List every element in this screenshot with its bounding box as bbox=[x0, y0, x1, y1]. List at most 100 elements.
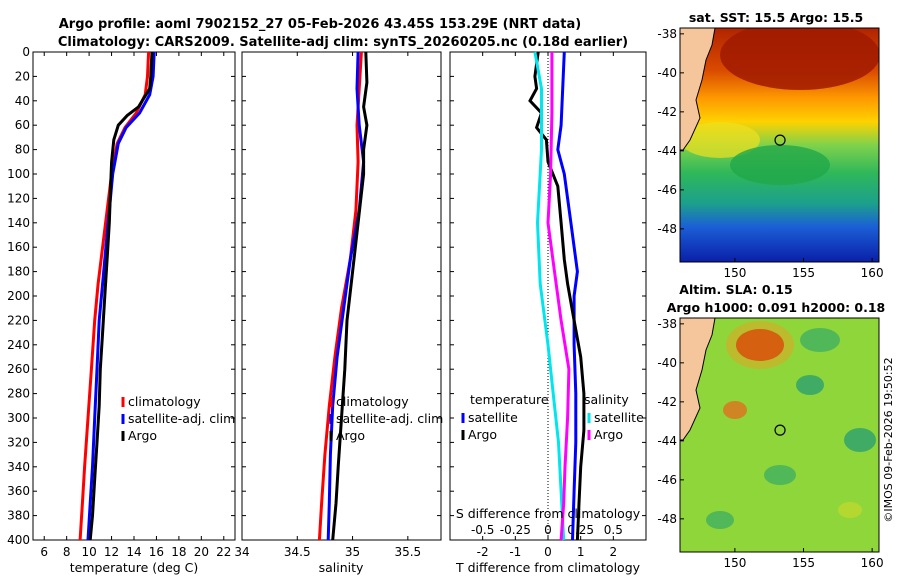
map-lat-label: -48 bbox=[657, 512, 677, 526]
map-lon-label: 155 bbox=[792, 556, 815, 570]
legend-temperature-title: temperature bbox=[470, 392, 549, 407]
depth-tick-label: 360 bbox=[7, 484, 30, 498]
sst-mid-band bbox=[730, 145, 830, 185]
map-lon-label: 160 bbox=[861, 556, 884, 570]
s-difference-tick-label: -0.25 bbox=[500, 523, 531, 537]
salinity-axes-frame bbox=[241, 51, 442, 541]
depth-tick-label: 180 bbox=[7, 265, 30, 279]
series-satellite-adj-clim bbox=[326, 51, 366, 541]
sst-map-ticks: 150 155 160 -38 -40 -42 -44 -46 -48 bbox=[657, 27, 883, 280]
sla-map-frame bbox=[679, 317, 880, 553]
sla-map: 150 155 160 -38 -40 -42 -44 -46 -48 bbox=[657, 317, 883, 570]
depth-tick-label: 260 bbox=[7, 362, 30, 376]
series-climatology bbox=[78, 51, 151, 541]
legend-temperature-satellite-label: satellite bbox=[468, 410, 518, 425]
depth-tick-label: 320 bbox=[7, 435, 30, 449]
depth-tick-label: 120 bbox=[7, 191, 30, 205]
sla-high-halo bbox=[726, 321, 794, 369]
series-argo bbox=[331, 51, 369, 541]
sla-low-anomaly-3 bbox=[844, 428, 876, 452]
series-t-satellite bbox=[556, 51, 579, 541]
series-t-argo bbox=[528, 51, 586, 541]
salinity-xlabel: salinity bbox=[319, 560, 364, 575]
temperature-legend-item-label: satellite-adj. clim bbox=[128, 411, 235, 426]
difference-plot-area: -2 -1 0 1 2-0.5 -0.25 0 0.25 0.5temperaturesatel… bbox=[449, 51, 647, 559]
depth-tick-label: 0 bbox=[22, 45, 30, 59]
temperature-plot-area: 6 8 10 12 14 16 18 20 22020406080100120140160180… bbox=[7, 45, 236, 559]
map-lat-label: -46 bbox=[657, 473, 677, 487]
series-s-argo bbox=[546, 52, 571, 541]
sla-low-anomaly-1 bbox=[800, 328, 840, 352]
sla-low-anomaly-4 bbox=[764, 465, 796, 485]
depth-tick-label: 80 bbox=[15, 143, 30, 157]
series-climatology bbox=[317, 51, 363, 541]
legend-salinity-argo-label: Argo bbox=[594, 427, 623, 442]
depth-tick-label: 220 bbox=[7, 313, 30, 327]
legend-temperature-argo-label: Argo bbox=[468, 427, 497, 442]
depth-tick-label: 160 bbox=[7, 240, 30, 254]
sst-map-title: sat. SST: 15.5 Argo: 15.5 bbox=[689, 10, 863, 25]
sst-warm-tongue bbox=[680, 122, 760, 158]
salinity-plot-area: 34 34.5 35 35.5 climatology satellite-adj. cl… bbox=[234, 51, 443, 559]
difference-xtick-label: 0 bbox=[544, 545, 552, 559]
sst-map: 150 155 160 -38 -40 -42 -44 -46 -48 bbox=[657, 27, 883, 280]
temperature-xtick-label: 16 bbox=[149, 545, 164, 559]
map-lat-label: -46 bbox=[657, 183, 677, 197]
depth-tick-label: 40 bbox=[15, 94, 30, 108]
salinity-legend-item-label: climatology bbox=[336, 394, 409, 409]
temperature-xtick-label: 22 bbox=[216, 545, 231, 559]
temperature-legend-item-label: Argo bbox=[128, 428, 157, 443]
difference-xtick-label: -2 bbox=[477, 545, 489, 559]
sst-argo-position-marker bbox=[774, 134, 786, 146]
s-difference-tick-label: 0.5 bbox=[604, 523, 623, 537]
map-lat-label: -38 bbox=[657, 27, 677, 41]
salinity-xtick-label: 34.5 bbox=[284, 545, 311, 559]
map-lat-label: -42 bbox=[657, 395, 677, 409]
map-lon-label: 160 bbox=[861, 266, 884, 280]
temperature-panel: 6 8 10 12 14 16 18 20 22020406080100120140160180… bbox=[7, 45, 236, 575]
map-lat-label: -42 bbox=[657, 105, 677, 119]
sla-low-anomaly-2 bbox=[796, 375, 824, 395]
sla-argo-position-marker bbox=[774, 424, 786, 436]
temperature-xlabel: temperature (deg C) bbox=[70, 560, 199, 575]
depth-tick-label: 300 bbox=[7, 411, 30, 425]
depth-tick-label: 60 bbox=[15, 118, 30, 132]
depth-tick-label: 400 bbox=[7, 533, 30, 547]
difference-xtick-label: 2 bbox=[610, 545, 618, 559]
legend-salinity-title: salinity bbox=[584, 392, 629, 407]
depth-tick-label: 240 bbox=[7, 338, 30, 352]
map-lat-label: -40 bbox=[657, 66, 677, 80]
s-difference-tick-label: -0.5 bbox=[471, 523, 494, 537]
salinity-xtick-label: 35 bbox=[345, 545, 360, 559]
temperature-xtick-label: 8 bbox=[63, 545, 71, 559]
map-lon-label: 150 bbox=[723, 266, 746, 280]
map-lat-label: -48 bbox=[657, 222, 677, 236]
depth-tick-label: 280 bbox=[7, 387, 30, 401]
difference-xlabel: T difference from climatology bbox=[455, 560, 641, 575]
sla-land-tasmania bbox=[680, 318, 716, 441]
sla-high-anomaly-2 bbox=[723, 401, 747, 419]
temperature-xtick-label: 14 bbox=[126, 545, 141, 559]
depth-tick-label: 340 bbox=[7, 460, 30, 474]
difference-panel: -2 -1 0 1 2-0.5 -0.25 0 0.25 0.5temperaturesatel… bbox=[449, 51, 647, 575]
depth-tick-label: 380 bbox=[7, 509, 30, 523]
depth-tick-label: 200 bbox=[7, 289, 30, 303]
sst-map-frame bbox=[679, 27, 880, 263]
depth-tick-label: 20 bbox=[15, 69, 30, 83]
difference-xtick-label: -1 bbox=[509, 545, 521, 559]
salinity-panel: 34 34.5 35 35.5 climatology satellite-adj. cl… bbox=[234, 51, 443, 575]
map-lat-label: -44 bbox=[657, 144, 677, 158]
imos-credit: ©IMOS 09-Feb-2026 19:50:52 bbox=[882, 357, 895, 522]
map-lon-label: 150 bbox=[723, 556, 746, 570]
sla-map-title-line1: Altim. SLA: 0.15 bbox=[679, 282, 792, 297]
figure-title-line1: Argo profile: aoml 7902152_27 05-Feb-202… bbox=[59, 17, 581, 32]
difference-xtick-label: 1 bbox=[577, 545, 585, 559]
temperature-xtick-label: 6 bbox=[40, 545, 48, 559]
sst-warm-core bbox=[720, 28, 879, 90]
legend-salinity-satellite-label: satellite bbox=[594, 410, 644, 425]
temperature-axes-frame bbox=[32, 51, 236, 541]
map-lat-label: -38 bbox=[657, 317, 677, 331]
sla-map-title-line2: Argo h1000: 0.091 h2000: 0.18 bbox=[667, 300, 886, 315]
